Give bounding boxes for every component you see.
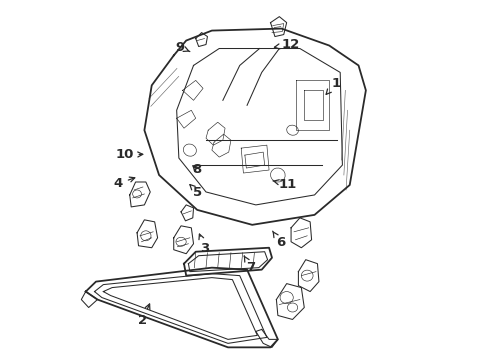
Text: 12: 12 bbox=[274, 38, 299, 51]
Text: 1: 1 bbox=[325, 77, 340, 94]
Text: 10: 10 bbox=[115, 148, 142, 161]
Text: 4: 4 bbox=[113, 177, 135, 190]
Text: 8: 8 bbox=[192, 163, 202, 176]
Text: 3: 3 bbox=[199, 234, 209, 255]
Text: 6: 6 bbox=[272, 231, 285, 249]
Text: 7: 7 bbox=[244, 256, 255, 274]
Text: 11: 11 bbox=[272, 178, 296, 191]
Text: 5: 5 bbox=[189, 185, 202, 199]
Text: 2: 2 bbox=[138, 304, 149, 327]
Text: 9: 9 bbox=[175, 41, 189, 54]
